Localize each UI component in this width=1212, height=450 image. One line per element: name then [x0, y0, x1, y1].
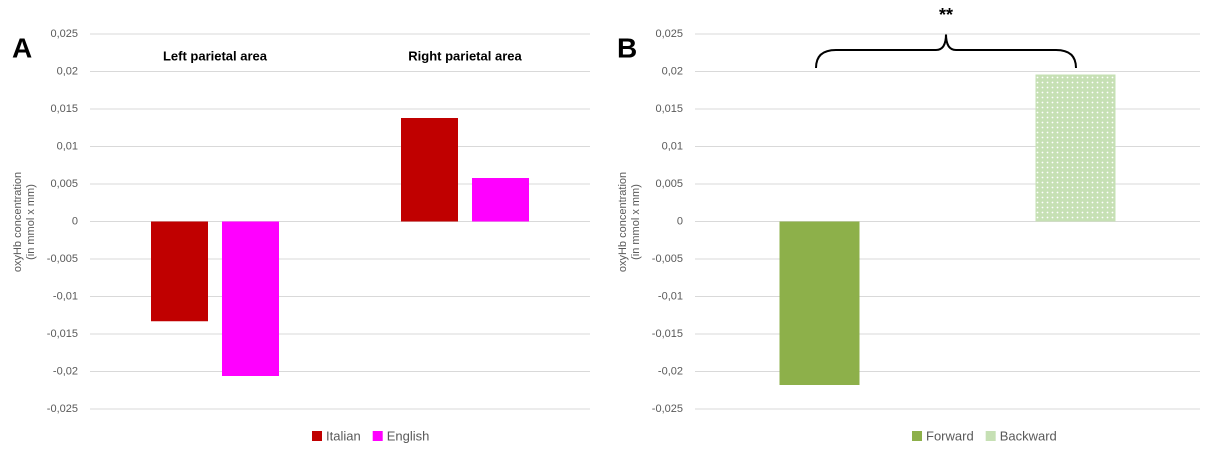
legend-swatch [912, 431, 922, 441]
y-axis-label: oxyHb concentration [617, 172, 629, 272]
legend-label: Forward [926, 428, 974, 443]
y-axis-label: (in mmol x mm) [25, 184, 37, 260]
y-tick-label: 0,025 [655, 28, 683, 40]
y-tick-label: -0,015 [47, 328, 78, 340]
legend-swatch [312, 431, 322, 441]
y-tick-label: -0,005 [47, 253, 78, 265]
bar [222, 221, 279, 376]
panel-letter: B [617, 32, 637, 63]
bar [151, 221, 208, 322]
category-label: Left parietal area [163, 48, 268, 63]
y-tick-label: -0,01 [658, 290, 683, 302]
y-tick-label: 0,02 [662, 65, 683, 77]
significance-brace [815, 33, 1077, 69]
significance-label: ** [939, 5, 953, 25]
bar-pattern [1035, 74, 1116, 222]
legend-label: Italian [326, 428, 361, 443]
y-tick-label: -0,02 [53, 365, 78, 377]
y-tick-label: 0,005 [655, 178, 683, 190]
y-tick-label: -0,02 [658, 365, 683, 377]
legend-label: English [387, 428, 430, 443]
y-tick-label: 0,015 [655, 103, 683, 115]
legend-swatch [985, 431, 996, 441]
y-tick-label: -0,025 [652, 403, 683, 415]
y-tick-label: 0,015 [50, 103, 78, 115]
y-tick-label: -0,005 [652, 253, 683, 265]
y-tick-label: -0,025 [47, 403, 78, 415]
y-tick-label: 0 [72, 215, 78, 227]
y-tick-label: 0,005 [50, 178, 78, 190]
panel-letter: A [12, 32, 32, 63]
legend-label: Backward [1000, 428, 1057, 443]
y-axis-label: oxyHb concentration [12, 172, 24, 272]
y-tick-label: -0,01 [53, 290, 78, 302]
y-tick-label: -0,015 [652, 328, 683, 340]
y-axis-label: (in mmol x mm) [630, 184, 642, 260]
y-tick-label: 0,025 [50, 28, 78, 40]
bar [401, 118, 458, 222]
bar [472, 178, 529, 222]
legend-swatch [372, 431, 383, 441]
y-tick-label: 0 [677, 215, 683, 227]
y-tick-label: 0,01 [662, 140, 683, 152]
y-tick-label: 0,01 [57, 140, 78, 152]
y-tick-label: 0,02 [57, 65, 78, 77]
bar [779, 221, 860, 385]
category-label: Right parietal area [408, 48, 522, 63]
